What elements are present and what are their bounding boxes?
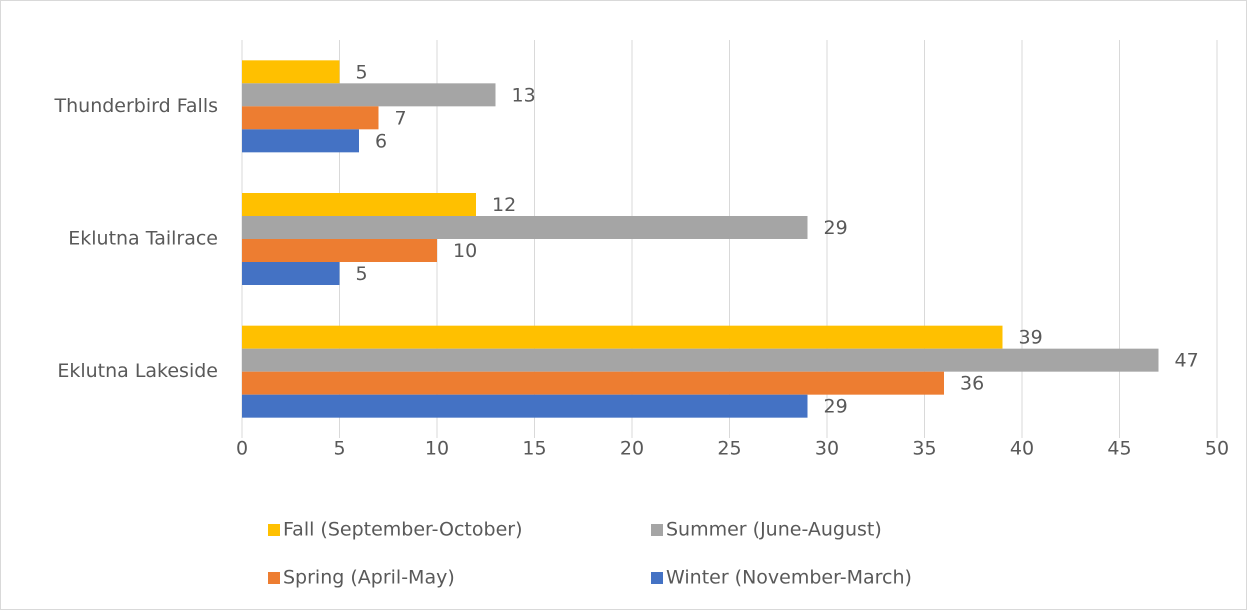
data-label: 10 bbox=[453, 240, 477, 262]
legend-label: Fall (September-October) bbox=[283, 519, 522, 541]
bar bbox=[242, 262, 340, 285]
x-tick-label: 25 bbox=[717, 438, 741, 460]
legend-label: Summer (June-August) bbox=[666, 519, 882, 541]
y-tick-label: Eklutna Tailrace bbox=[68, 228, 218, 250]
x-tick-label: 0 bbox=[236, 438, 248, 460]
bar bbox=[242, 216, 808, 239]
bar bbox=[242, 394, 808, 418]
data-label: 7 bbox=[395, 107, 407, 129]
x-tick-label: 35 bbox=[912, 438, 936, 460]
bar bbox=[242, 325, 1003, 349]
x-tick-label: 15 bbox=[522, 438, 546, 460]
y-tick-label: Eklutna Lakeside bbox=[57, 360, 218, 382]
data-label: 47 bbox=[1175, 350, 1199, 372]
bar bbox=[242, 193, 476, 216]
data-label: 5 bbox=[356, 263, 368, 285]
y-tick-label: Thunderbird Falls bbox=[54, 95, 219, 117]
bar bbox=[242, 106, 379, 130]
x-tick-label: 20 bbox=[620, 438, 644, 460]
data-label: 6 bbox=[375, 130, 387, 152]
bar bbox=[242, 60, 340, 84]
data-label: 36 bbox=[960, 373, 984, 395]
bar bbox=[242, 348, 1159, 372]
data-label: 29 bbox=[824, 217, 848, 239]
data-label: 13 bbox=[512, 84, 536, 106]
data-label: 29 bbox=[824, 396, 848, 418]
data-label: 39 bbox=[1019, 327, 1043, 349]
x-tick-label: 10 bbox=[425, 438, 449, 460]
legend-swatch bbox=[268, 572, 280, 584]
x-tick-label: 5 bbox=[333, 438, 345, 460]
x-tick-label: 30 bbox=[815, 438, 839, 460]
data-label: 5 bbox=[356, 61, 368, 83]
x-tick-label: 50 bbox=[1205, 438, 1229, 460]
x-tick-label: 45 bbox=[1107, 438, 1131, 460]
legend-swatch bbox=[268, 524, 280, 536]
legend-swatch bbox=[651, 572, 663, 584]
x-tick-label: 40 bbox=[1010, 438, 1034, 460]
legend-swatch bbox=[651, 524, 663, 536]
legend-label: Spring (April-May) bbox=[283, 567, 455, 589]
bar bbox=[242, 371, 944, 395]
bar bbox=[242, 239, 437, 262]
data-label: 12 bbox=[492, 194, 516, 216]
bar bbox=[242, 83, 496, 107]
legend-label: Winter (November-March) bbox=[666, 567, 912, 589]
bar bbox=[242, 129, 359, 153]
